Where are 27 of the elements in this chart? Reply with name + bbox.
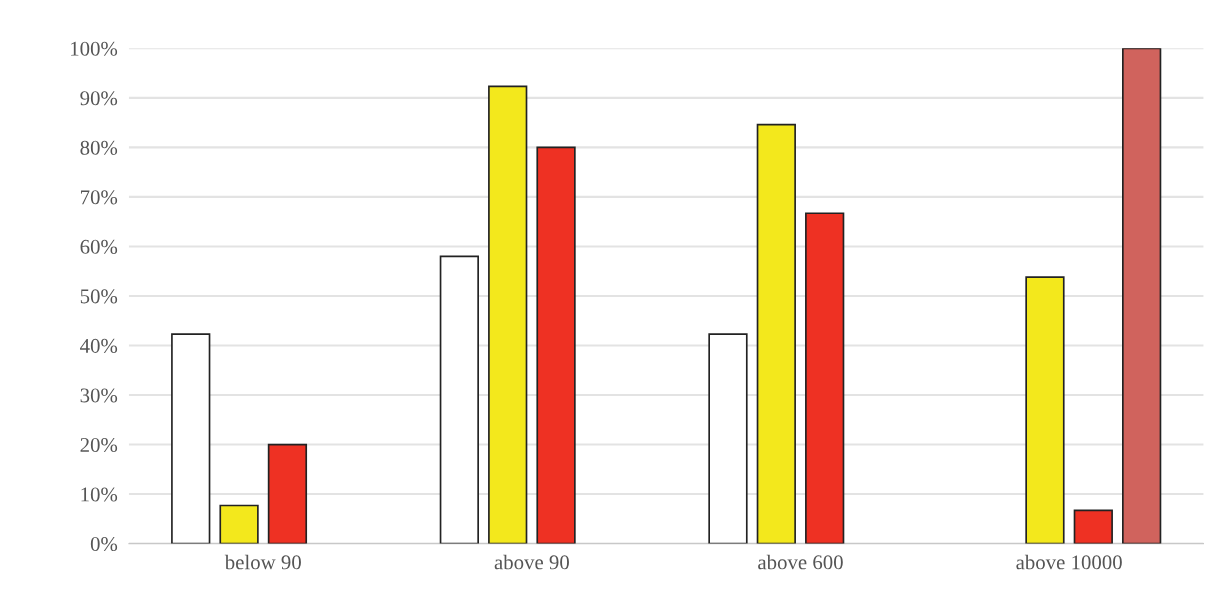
x-tick-label: above 10000 <box>1016 554 1122 570</box>
bar <box>536 146 576 544</box>
bar <box>1122 48 1162 544</box>
bar <box>1025 276 1065 544</box>
y-tick-label: 40% <box>80 338 118 353</box>
bar <box>805 212 845 544</box>
bar <box>1073 509 1113 544</box>
x-tick-label: below 90 <box>224 554 301 570</box>
y-tick-label: 80% <box>80 140 118 155</box>
x-tick-label: above 90 <box>494 554 569 570</box>
y-tick-label: 50% <box>80 289 118 304</box>
bar <box>219 504 259 544</box>
y-tick-label: 70% <box>81 190 118 205</box>
bar <box>708 333 748 544</box>
bar <box>267 443 308 544</box>
y-tick-label: 30% <box>80 388 118 403</box>
x-tick-label: above 600 <box>758 554 843 570</box>
y-tick-label: 90% <box>80 91 118 106</box>
y-tick-label: 10% <box>81 487 118 502</box>
y-tick-label: 20% <box>80 437 118 453</box>
bar <box>171 333 211 544</box>
y-tick-label: 100% <box>71 41 118 56</box>
y-tick-label: 0% <box>90 536 118 552</box>
y-tick-label: 60% <box>80 239 118 254</box>
bar <box>488 85 528 544</box>
bar <box>756 123 796 544</box>
bar <box>439 255 479 544</box>
